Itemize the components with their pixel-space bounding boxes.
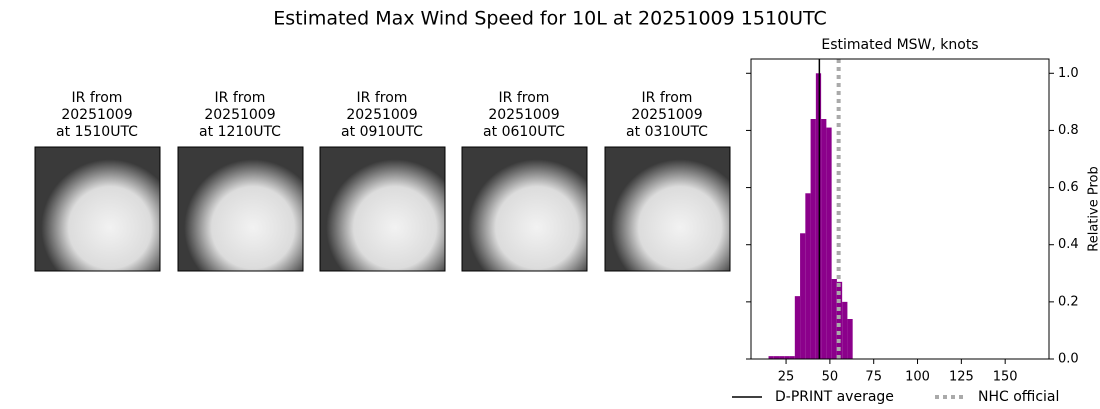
bar [847, 319, 853, 359]
image-title: IR from [642, 90, 693, 106]
x-tick-label: 50 [822, 370, 839, 385]
bar [779, 356, 785, 359]
ir-image [461, 146, 588, 272]
image-title: IR from [357, 90, 408, 106]
y-tick-label: 0.6 [1058, 180, 1079, 195]
ir-image [34, 146, 161, 272]
image-title: IR from [72, 90, 123, 106]
bar [768, 356, 774, 359]
page-title: Estimated Max Wind Speed for 10L at 2025… [273, 8, 827, 30]
y-tick-label: 0.4 [1058, 237, 1079, 252]
y-tick-label: 1.0 [1058, 66, 1079, 81]
image-title: at 0910UTC [341, 124, 423, 140]
bar [826, 127, 832, 359]
x-tick-label: 100 [905, 370, 930, 385]
image-title: IR from [499, 90, 550, 106]
image-title: at 1210UTC [199, 124, 281, 140]
bar [794, 296, 801, 359]
bar [810, 119, 816, 359]
plot-frame [750, 58, 1050, 360]
image-title: at 0310UTC [626, 124, 708, 140]
bar [815, 73, 822, 360]
legend-label: D-PRINT average [775, 389, 894, 405]
x-tick-label: 25 [778, 370, 795, 385]
x-tick-label: 125 [949, 370, 974, 385]
x-tick-label: 150 [993, 370, 1018, 385]
y-tick-label: 0.2 [1058, 294, 1079, 309]
image-title: at 0610UTC [483, 124, 565, 140]
image-title: 20251009 [346, 107, 417, 123]
image-title: IR from [215, 90, 266, 106]
legend-label: NHC official [978, 389, 1059, 405]
bar [836, 281, 843, 359]
ir-image [319, 146, 446, 272]
y-tick-label: 0.8 [1058, 123, 1079, 138]
bar [789, 356, 795, 359]
image-title: 20251009 [631, 107, 702, 123]
bar [773, 356, 780, 359]
bar [805, 193, 811, 359]
bar [842, 301, 848, 359]
bar [831, 279, 837, 359]
y-tick-label: 0.0 [1058, 352, 1079, 367]
image-title: 20251009 [488, 107, 559, 123]
image-title: 20251009 [204, 107, 275, 123]
image-title: at 1510UTC [56, 124, 138, 140]
ir-image [177, 146, 304, 272]
x-tick-label: 75 [865, 370, 882, 385]
bar [784, 356, 790, 359]
image-title: 20251009 [61, 107, 132, 123]
y-axis-label: Relative Prob [1087, 166, 1100, 251]
bar [821, 119, 827, 359]
chart-title: Estimated MSW, knots [821, 37, 978, 53]
bar [800, 233, 806, 359]
ir-image [604, 146, 731, 272]
